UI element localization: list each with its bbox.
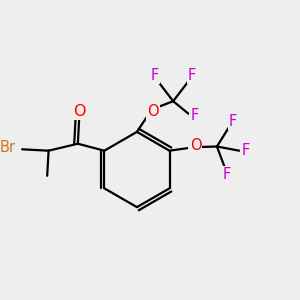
Text: F: F bbox=[190, 109, 199, 124]
Text: O: O bbox=[73, 103, 85, 118]
Text: F: F bbox=[223, 167, 231, 182]
Text: F: F bbox=[241, 143, 250, 158]
Text: F: F bbox=[229, 114, 237, 129]
Text: O: O bbox=[147, 104, 159, 119]
Text: Br: Br bbox=[0, 140, 16, 155]
Text: F: F bbox=[188, 68, 196, 83]
Text: O: O bbox=[190, 138, 201, 153]
Text: F: F bbox=[150, 68, 159, 83]
